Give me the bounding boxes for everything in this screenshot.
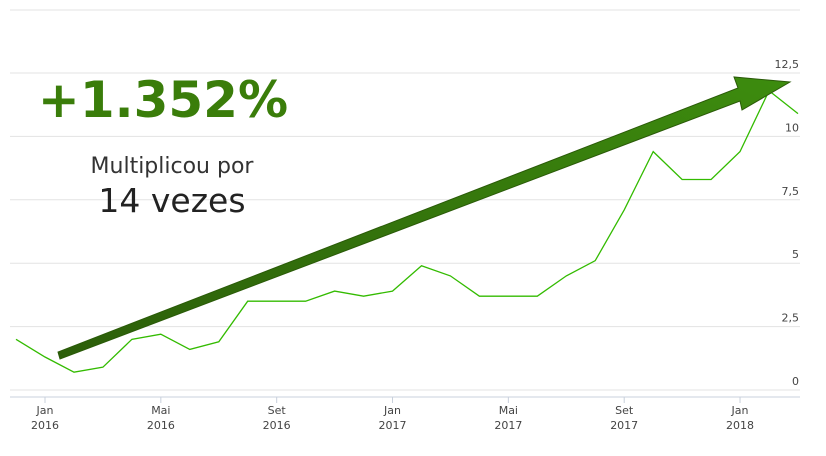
x-tick-year: 2016 xyxy=(31,419,59,432)
y-tick-label: 2,5 xyxy=(782,312,800,325)
y-tick-label: 12,5 xyxy=(775,58,800,71)
x-tick-label: Mai xyxy=(499,404,518,417)
x-tick-label: Mai xyxy=(151,404,170,417)
y-tick-label: 0 xyxy=(792,375,799,388)
y-tick-label: 7,5 xyxy=(782,185,800,198)
x-tick-year: 2018 xyxy=(726,419,754,432)
x-tick-label: Jan xyxy=(36,404,54,417)
note: Multiplicou por xyxy=(91,154,255,179)
headline: +1.352% xyxy=(38,71,288,129)
x-tick-year: 2017 xyxy=(610,419,638,432)
x-tick-label: Set xyxy=(615,404,634,417)
x-tick-year: 2017 xyxy=(379,419,407,432)
x-tick-year: 2016 xyxy=(263,419,291,432)
x-tick-label: Set xyxy=(268,404,287,417)
x-tick-year: 2017 xyxy=(494,419,522,432)
y-tick-label: 10 xyxy=(785,121,799,134)
x-tick-year: 2016 xyxy=(147,419,175,432)
x-tick-label: Jan xyxy=(731,404,749,417)
y-tick-label: 5 xyxy=(792,248,799,261)
x-tick-label: Jan xyxy=(383,404,401,417)
price-line xyxy=(15,89,799,373)
note-big: 14 vezes xyxy=(98,181,245,220)
trend-arrow xyxy=(57,76,792,360)
